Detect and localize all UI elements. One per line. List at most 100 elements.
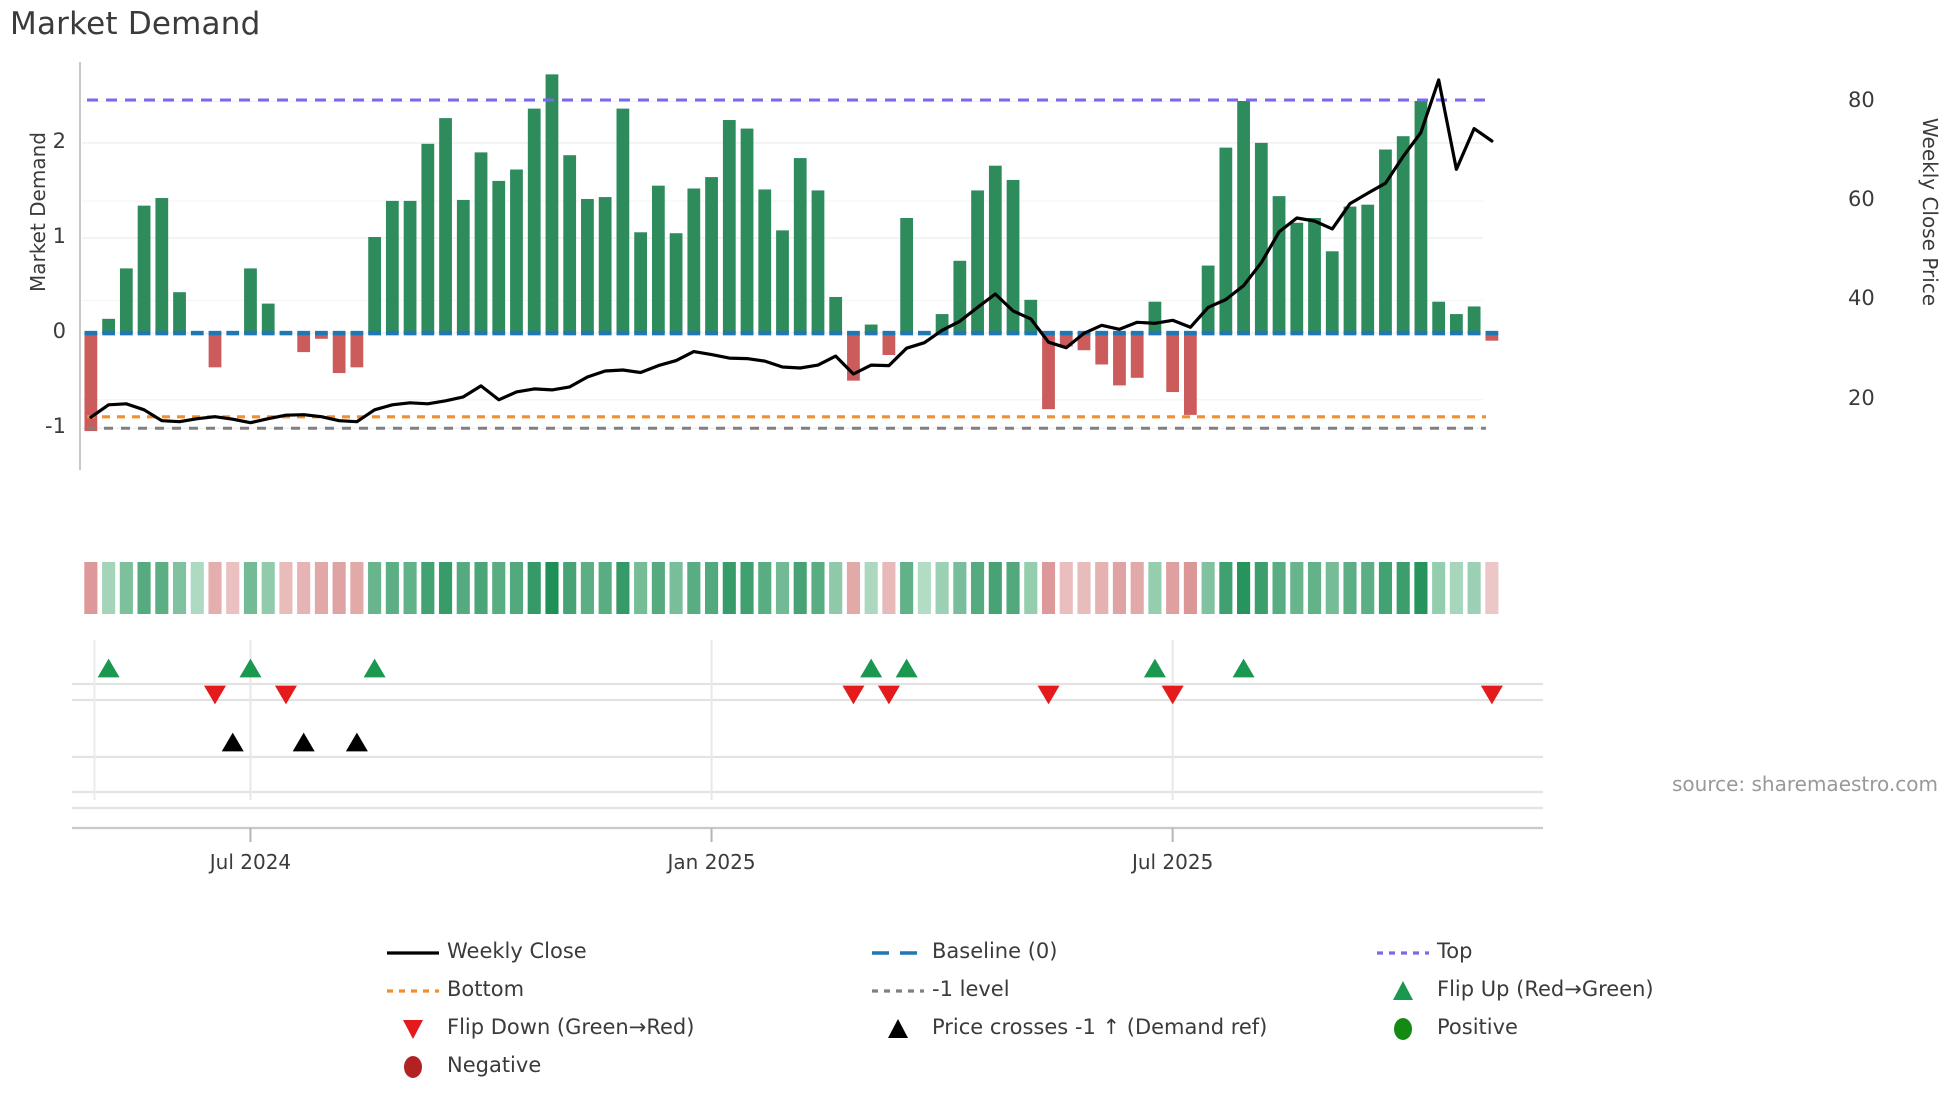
heatmap-cell [563, 562, 577, 614]
heatmap-cell [1201, 562, 1215, 614]
dotted-line-icon [1375, 940, 1431, 966]
heatmap-cell [332, 562, 346, 614]
heatmap-cell [456, 562, 470, 614]
heatmap-cell [740, 562, 754, 614]
demand-bar [705, 177, 718, 334]
demand-bar [244, 268, 257, 334]
heatmap-cell [155, 562, 169, 614]
dashed-line-icon [870, 940, 926, 966]
legend-label: Flip Down (Green→Red) [447, 1015, 695, 1039]
heatmap-cell [119, 562, 133, 614]
heatmap-cell [1290, 562, 1304, 614]
heatmap-cell [1166, 562, 1180, 614]
heatmap-cell [137, 562, 151, 614]
demand-bar [651, 185, 665, 334]
demand-bar [1184, 333, 1197, 415]
heatmap-cell [1006, 562, 1020, 614]
heatmap-cell [793, 562, 807, 614]
demand-bar [882, 333, 896, 355]
demand-bar [1166, 333, 1180, 393]
triangle-up-icon [870, 1016, 926, 1042]
flip-up-marker [1143, 658, 1166, 678]
demand-bar [261, 303, 275, 334]
heatmap-cell [226, 562, 240, 614]
demand-bar [793, 158, 807, 334]
legend-label: Negative [447, 1053, 542, 1077]
demand-bar [350, 333, 364, 368]
heatmap-cell [279, 562, 293, 614]
triangle-up-icon [1393, 981, 1413, 1000]
heatmap-cell [1095, 562, 1109, 614]
heatmap-cell [829, 562, 843, 614]
demand-bar [119, 268, 133, 334]
x-axis-tick-label: Jul 2025 [1131, 850, 1214, 874]
heatmap-cell [971, 562, 985, 614]
legend-label: Weekly Close [447, 939, 587, 963]
demand-bar [1272, 196, 1286, 334]
flip-down-marker [1161, 685, 1184, 705]
y-axis-left-tick: 0 [52, 319, 66, 344]
flip-up-marker [97, 658, 120, 678]
demand-bar [1148, 301, 1162, 334]
y-axis-right-tick: 60 [1848, 187, 1875, 212]
triangle-down-icon [385, 1016, 441, 1042]
y-axis-left-tick: -1 [45, 414, 66, 439]
heatmap-cell [190, 562, 204, 614]
heatmap-cell [438, 562, 453, 614]
heatmap-cell [261, 562, 275, 614]
demand-bar [456, 199, 470, 334]
heatmap-cell [492, 562, 506, 614]
demand-bar [510, 169, 523, 334]
circle-marker-icon [1375, 1016, 1431, 1042]
flip-up-marker [239, 658, 262, 678]
demand-bar [1485, 333, 1499, 341]
heatmap-cell [846, 562, 860, 614]
heatmap-cell [421, 562, 435, 614]
demand-bar [1361, 204, 1375, 334]
flip-up-marker [860, 658, 883, 678]
heatmap-cell [1414, 562, 1428, 614]
legend-label: -1 level [932, 977, 1010, 1001]
heatmap-cell [84, 562, 98, 614]
heatmap-cell [1077, 562, 1091, 614]
demand-bar [971, 190, 984, 334]
demand-bar [1467, 306, 1481, 334]
demand-bar [1343, 206, 1357, 334]
demand-bar [900, 218, 914, 334]
heatmap-cell [634, 562, 648, 614]
heatmap-cell [935, 562, 949, 614]
flip-down-marker [877, 685, 900, 705]
legend-label: Positive [1437, 1015, 1518, 1039]
triangle-down-icon [403, 1020, 423, 1039]
demand-bar [1130, 333, 1144, 378]
heatmap-cell [1485, 562, 1499, 614]
heatmap-cell [509, 562, 524, 614]
demand-bar [776, 230, 789, 334]
demand-bar [155, 198, 169, 334]
heatmap-cell [651, 562, 665, 614]
demand-bar [332, 333, 346, 374]
heatmap-cell [1396, 562, 1410, 614]
heatmap-cell [1272, 562, 1286, 614]
heatmap-cell [368, 562, 382, 614]
source-attribution: source: sharemaestro.com [1672, 772, 1938, 796]
heatmap-cell [208, 562, 222, 614]
triangle-up-icon [888, 1019, 908, 1038]
price-cross-marker [345, 732, 368, 752]
demand-bar [1201, 265, 1215, 334]
circle-marker-icon [385, 1054, 441, 1080]
heatmap-cell [669, 562, 683, 614]
flip-down-marker [842, 685, 865, 705]
legend-label: Baseline (0) [932, 939, 1058, 963]
demand-bar [1254, 142, 1268, 334]
x-axis-tick-label: Jul 2024 [209, 850, 292, 874]
heatmap-cell [172, 562, 187, 614]
heatmap-cell [527, 562, 541, 614]
demand-bar [137, 205, 151, 334]
demand-bar [758, 189, 772, 334]
demand-bar [527, 108, 541, 334]
demand-bar [208, 333, 222, 368]
demand-bar [1450, 314, 1463, 334]
demand-bar [864, 324, 878, 334]
legend-label: Top [1437, 939, 1473, 963]
